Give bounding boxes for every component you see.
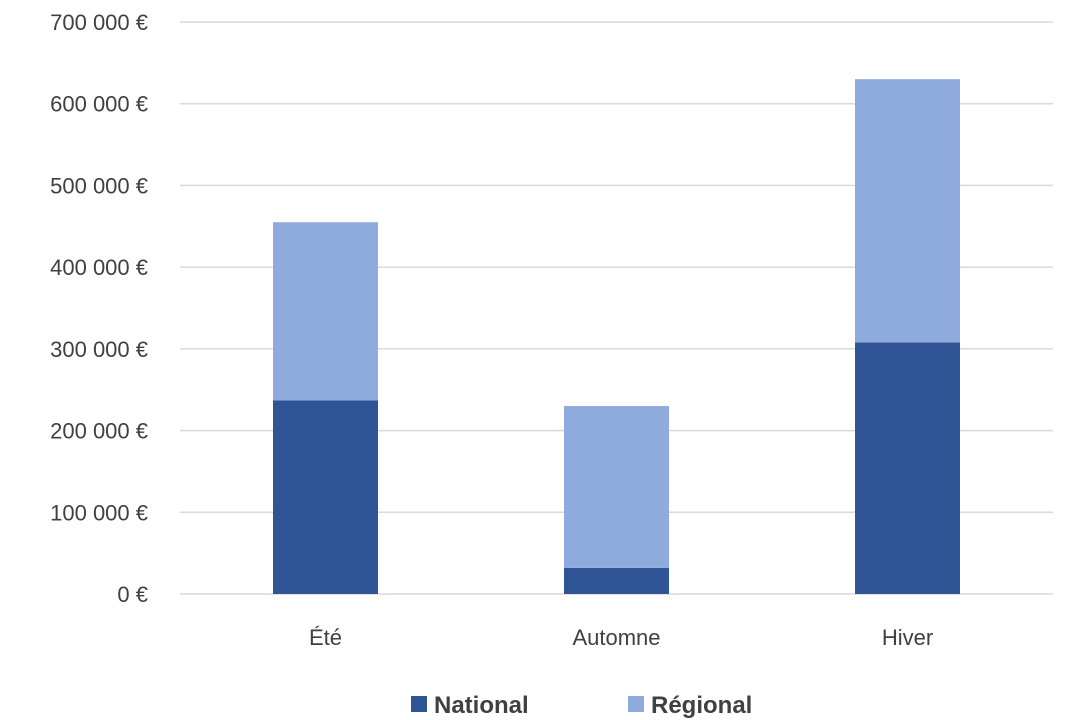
y-tick-label: 300 000 € [50,337,148,362]
bar-regional-0 [273,222,378,401]
y-axis-tick-labels: 0 € 100 000 € 200 000 € 300 000 € 400 000 € 5… [50,10,148,607]
bar-regional-1 [564,406,669,568]
bar-national-0 [273,400,378,594]
y-tick-label: 600 000 € [50,92,148,117]
bar-regional-2 [855,79,960,343]
y-tick-label: 0 € [117,582,148,607]
x-category-label: Automne [572,625,660,650]
x-category-label: Hiver [882,625,933,650]
legend-swatch [628,696,644,712]
y-tick-label: 100 000 € [50,500,148,525]
y-tick-label: 400 000 € [50,255,148,280]
legend-label: Régional [651,692,752,719]
legend-label: National [434,692,529,719]
y-tick-label: 500 000 € [50,173,148,198]
bars [273,79,960,594]
y-tick-label: 700 000 € [50,10,148,35]
x-axis-category-labels: Été Automne Hiver [309,625,933,650]
legend: National Régional [411,692,752,719]
bar-national-2 [855,342,960,594]
y-tick-label: 200 000 € [50,419,148,444]
bar-national-1 [564,567,669,594]
x-category-label: Été [309,625,342,650]
legend-swatch [411,696,427,712]
